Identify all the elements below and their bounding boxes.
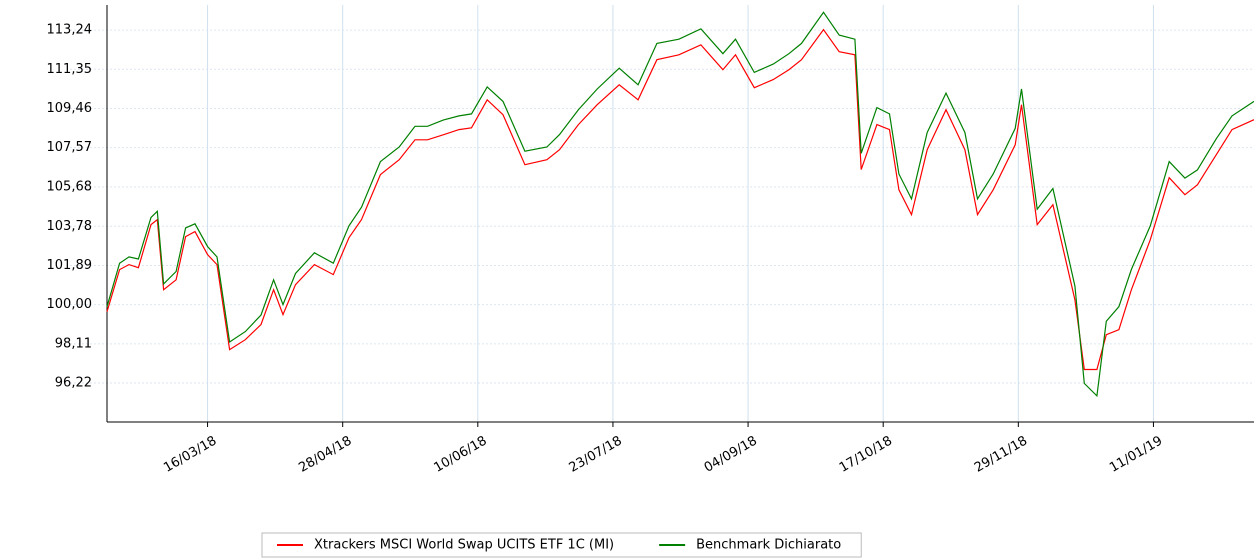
x-tick-label: 11/01/19 [1107,434,1165,476]
legend-box [261,532,862,558]
x-tick-label: 10/06/18 [431,434,489,476]
y-tick-label: 101,89 [47,258,93,273]
y-tick-label: 103,78 [47,219,93,234]
y-tick-label: 100,00 [47,297,93,312]
x-tick-label: 16/03/18 [161,434,219,476]
x-tick-label: 17/10/18 [837,434,895,476]
y-tick-label: 96,22 [55,376,92,391]
x-tick-label: 29/11/18 [972,434,1030,476]
x-tick-label: 04/09/18 [702,434,760,476]
y-tick-label: 113,24 [47,23,93,38]
y-tick-label: 105,68 [47,179,93,194]
y-tick-label: 111,35 [47,62,93,77]
legend-label: Xtrackers MSCI World Swap UCITS ETF 1C (… [314,538,614,553]
y-tick-label: 98,11 [55,336,92,351]
x-tick-label: 23/07/18 [567,434,625,476]
y-tick-label: 109,46 [47,101,93,116]
legend-label: Benchmark Dichiarato [696,538,841,553]
series-line [106,11,1254,398]
y-tick-label: 107,57 [47,140,93,155]
series-line [106,28,1254,371]
x-tick-label: 28/04/18 [296,434,354,476]
